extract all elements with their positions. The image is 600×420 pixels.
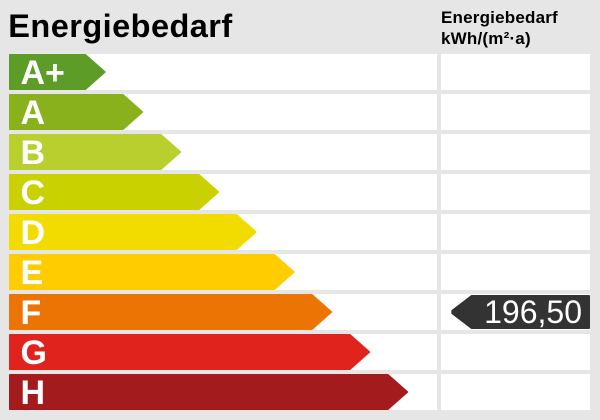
svg-text:G: G — [21, 334, 47, 372]
svg-text:A+: A+ — [21, 54, 65, 92]
svg-text:Energiebedarf: Energiebedarf — [8, 8, 232, 44]
svg-text:E: E — [21, 254, 44, 292]
svg-text:Energiebedarf: Energiebedarf — [441, 8, 558, 27]
svg-text:C: C — [21, 174, 46, 212]
svg-text:D: D — [21, 214, 46, 252]
svg-text:A: A — [21, 94, 46, 132]
svg-text:H: H — [21, 374, 46, 412]
svg-text:B: B — [21, 134, 46, 172]
svg-text:F: F — [21, 294, 42, 332]
svg-text:kWh/(m²·a): kWh/(m²·a) — [441, 29, 531, 48]
svg-text:196,50: 196,50 — [484, 294, 582, 330]
